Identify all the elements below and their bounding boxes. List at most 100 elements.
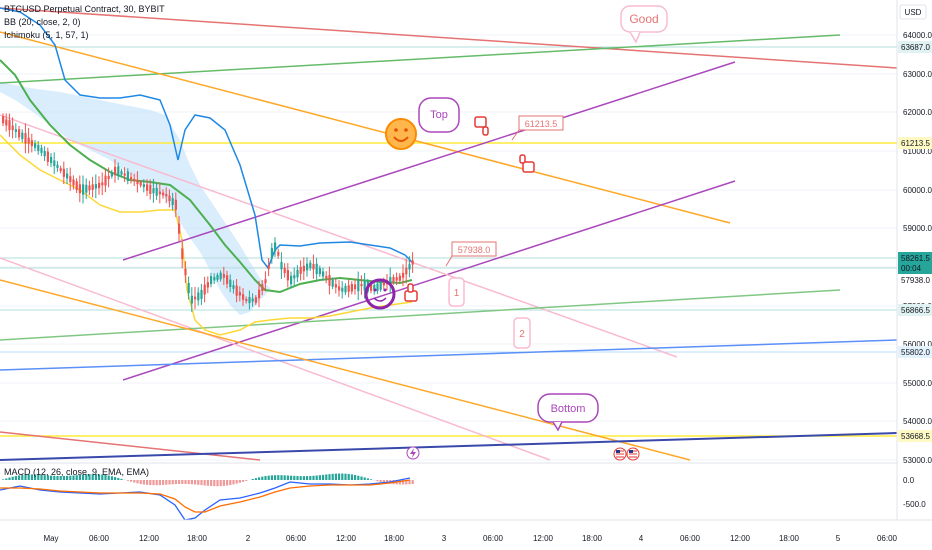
- macd-bar: [181, 480, 184, 484]
- macd-bar: [242, 480, 245, 482]
- candle-body: [203, 284, 206, 295]
- macd-bar: [142, 480, 145, 485]
- candle-body: [232, 285, 235, 289]
- candle-body: [114, 166, 117, 176]
- time-axis-label: 18:00: [779, 534, 800, 543]
- macd-bar: [299, 476, 302, 480]
- thumbs-down-icon[interactable]: [519, 154, 535, 173]
- trendline-orange-bottom[interactable]: [0, 279, 691, 461]
- trendline-purple-top[interactable]: [122, 61, 736, 261]
- trendline-orange-top[interactable]: [0, 31, 731, 224]
- top-callout[interactable]: Top: [418, 97, 460, 133]
- price-axis[interactable]: 64000.0 63000.0 62000.0 61000.0 60000.0 59000…: [896, 0, 932, 520]
- candle-body: [94, 184, 97, 189]
- macd-bar: [226, 480, 229, 486]
- legend-macd[interactable]: MACD (12, 26, close, 9, EMA, EMA): [4, 467, 150, 477]
- candle-body: [277, 251, 280, 256]
- price-tag-bg: [898, 346, 932, 358]
- macd-bar: [222, 480, 225, 486]
- candle-body: [242, 294, 245, 300]
- legend-ichimoku[interactable]: Ichimoku (5, 1, 57, 1): [4, 30, 89, 40]
- candle-body: [24, 133, 27, 144]
- us-flag-icon[interactable]: [626, 447, 640, 461]
- macd-bar: [302, 476, 305, 480]
- candle-body: [142, 184, 145, 188]
- time-axis-label: 06:00: [483, 534, 504, 543]
- macd-bar: [334, 473, 337, 480]
- macd-bar: [411, 480, 414, 485]
- candle-body: [8, 120, 11, 131]
- trendline-purple-bottom[interactable]: [122, 180, 736, 381]
- macd-bar: [370, 479, 373, 480]
- bottom-callout[interactable]: Bottom: [537, 393, 599, 432]
- price-axis-label: 63000.0: [903, 70, 932, 79]
- candle-body: [139, 182, 142, 186]
- legend-bb[interactable]: BB (20, close, 2, 0): [4, 17, 81, 27]
- candle-body: [296, 269, 299, 278]
- price-axis-label: 64000.0: [903, 31, 932, 40]
- macd-bar: [382, 480, 385, 483]
- price-callout-57938-label: 57938.0: [458, 245, 491, 255]
- macd-bar: [85, 474, 88, 480]
- trendline-red-top[interactable]: [0, 7, 898, 69]
- macd-axis-label: 0.0: [903, 476, 915, 485]
- macd-bar: [331, 473, 334, 480]
- price-axis-label: 55000.0: [903, 379, 932, 388]
- candle-body: [194, 296, 197, 300]
- macd-bar: [14, 476, 17, 480]
- candle-body: [168, 195, 171, 202]
- trendline-blue[interactable]: [0, 339, 898, 371]
- macd-line: [0, 477, 411, 521]
- bottom-label: Bottom: [551, 403, 586, 415]
- macd-bar: [110, 476, 113, 480]
- trendline-green-mid[interactable]: [0, 289, 841, 341]
- trendline-pink-2[interactable]: [0, 257, 551, 461]
- macd-bar: [59, 476, 62, 480]
- price-axis-label: 59000.0: [903, 224, 932, 233]
- candle-body: [363, 280, 366, 291]
- wave-label-1[interactable]: 1: [448, 277, 465, 307]
- thumbs-down-icon[interactable]: [474, 116, 489, 136]
- time-axis[interactable]: May 06:00 12:00 18:00 2 06:00 12:00 18:00 3 06:00…: [0, 519, 932, 550]
- candle-body: [91, 184, 94, 190]
- macd-bar: [94, 474, 97, 480]
- macd-bar: [270, 475, 273, 480]
- candle-body: [110, 172, 113, 177]
- candlestick-series[interactable]: [2, 113, 414, 313]
- trendline-navy-bottom[interactable]: [0, 432, 898, 461]
- macd-bar: [245, 480, 248, 481]
- us-flag-icon[interactable]: [613, 447, 627, 461]
- price-callout-61213[interactable]: 61213.5: [511, 115, 564, 141]
- time-axis-label: 4: [639, 534, 644, 543]
- trendline-red-bottom[interactable]: [0, 431, 261, 461]
- thumbs-up-icon[interactable]: [404, 283, 418, 302]
- candle-body: [101, 182, 104, 186]
- lightning-icon[interactable]: [406, 446, 420, 460]
- macd-bar: [258, 477, 261, 480]
- candle-body: [258, 289, 261, 299]
- candle-body: [379, 281, 382, 290]
- candle-body: [328, 275, 331, 286]
- smile-emoji-icon[interactable]: [385, 118, 417, 150]
- macd-bar: [69, 475, 72, 480]
- candle-body: [14, 129, 17, 132]
- trendline-green-top[interactable]: [0, 34, 841, 84]
- macd-bar: [338, 473, 341, 480]
- smile-emoji-icon[interactable]: [364, 278, 396, 310]
- macd-bar: [56, 475, 59, 480]
- good-callout[interactable]: Good: [620, 5, 668, 44]
- currency-label[interactable]: USD: [899, 4, 927, 20]
- macd-bar: [344, 473, 347, 480]
- trendline-pink-1[interactable]: [0, 114, 678, 358]
- macd-bar: [146, 480, 149, 485]
- price-callout-57938[interactable]: 57938.0: [445, 241, 497, 267]
- legend-symbol[interactable]: BTCUSD Perpetual Contract, 30, BYBIT: [4, 4, 165, 14]
- macd-bar: [293, 475, 296, 480]
- candle-body: [62, 168, 65, 177]
- currency-text: USD: [905, 8, 922, 17]
- wave-label-2[interactable]: 2: [513, 317, 531, 349]
- candle-body: [210, 276, 213, 284]
- candle-body: [370, 283, 373, 291]
- macd-bar: [254, 478, 257, 480]
